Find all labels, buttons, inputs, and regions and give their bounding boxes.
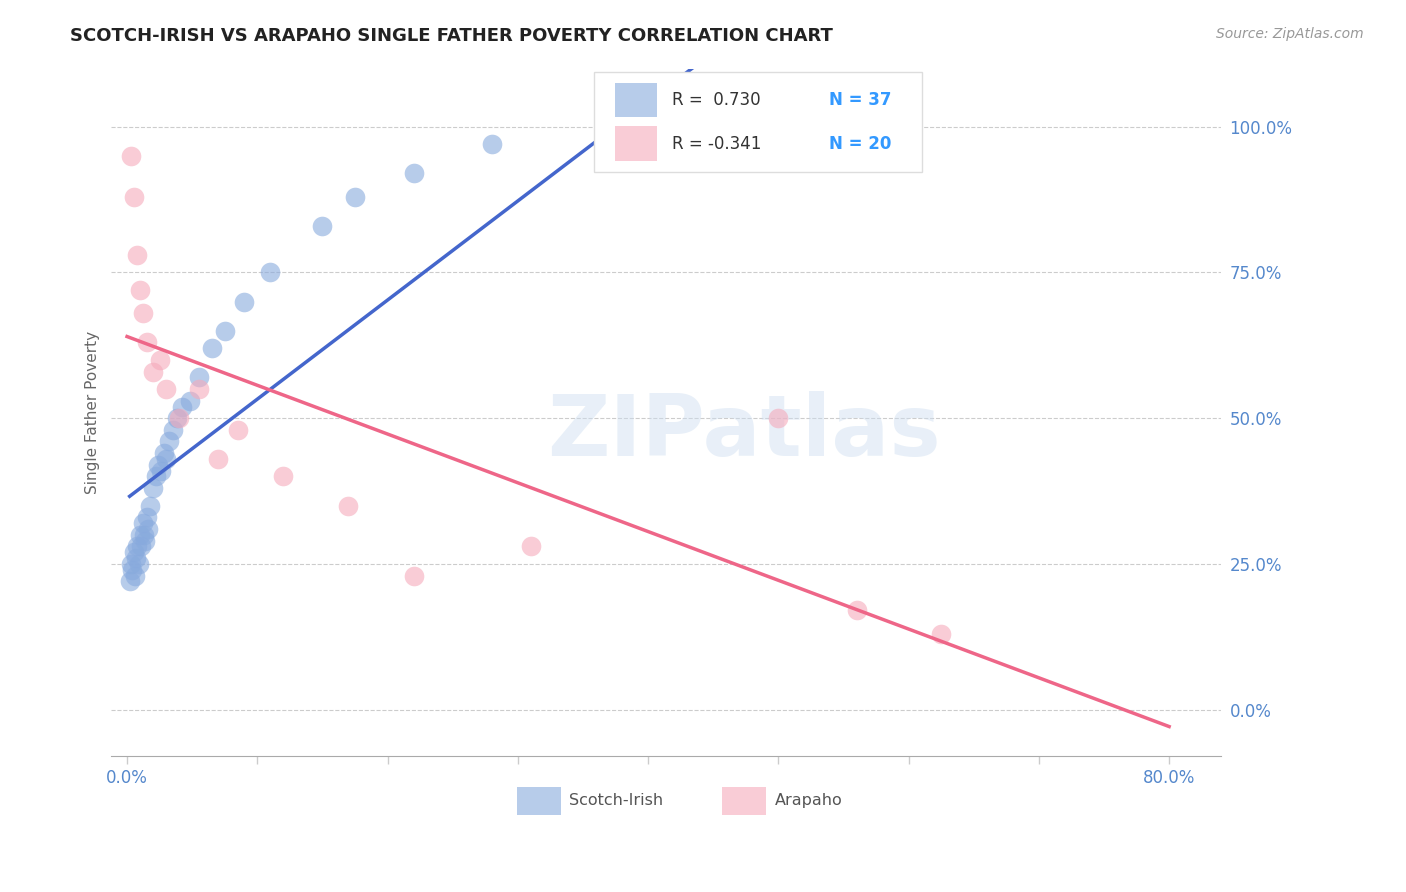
Text: Source: ZipAtlas.com: Source: ZipAtlas.com <box>1216 27 1364 41</box>
Point <box>127 248 149 262</box>
Point <box>155 382 177 396</box>
Point <box>120 149 142 163</box>
Point <box>157 434 180 449</box>
Bar <box>516 787 561 814</box>
Point <box>233 294 256 309</box>
Point <box>929 627 952 641</box>
Point <box>135 335 157 350</box>
Text: Scotch-Irish: Scotch-Irish <box>568 793 662 808</box>
Point <box>402 166 425 180</box>
Point <box>214 324 236 338</box>
Point <box>402 568 425 582</box>
Point <box>259 265 281 279</box>
Point <box>122 545 145 559</box>
Text: SCOTCH-IRISH VS ARAPAHO SINGLE FATHER POVERTY CORRELATION CHART: SCOTCH-IRISH VS ARAPAHO SINGLE FATHER PO… <box>70 27 834 45</box>
Bar <box>616 127 658 161</box>
Point <box>118 574 141 589</box>
Point <box>131 540 153 554</box>
Point <box>149 464 172 478</box>
Point <box>129 283 152 297</box>
Point <box>155 452 177 467</box>
Point <box>131 516 153 530</box>
Text: ZIPatlas: ZIPatlas <box>547 392 941 475</box>
Point <box>179 393 201 408</box>
Point <box>226 423 249 437</box>
Point <box>273 469 295 483</box>
Point <box>149 352 172 367</box>
Text: N = 37: N = 37 <box>830 91 891 109</box>
Text: N = 20: N = 20 <box>830 135 891 153</box>
Point <box>128 557 150 571</box>
Point <box>167 411 190 425</box>
Point <box>134 533 156 548</box>
Point <box>131 306 153 320</box>
Point <box>136 522 159 536</box>
Bar <box>721 787 766 814</box>
Point <box>311 219 333 233</box>
Point <box>207 452 229 467</box>
Point <box>520 540 543 554</box>
Point <box>170 400 193 414</box>
Point <box>142 481 165 495</box>
Bar <box>616 83 658 117</box>
Point <box>148 458 170 472</box>
Point <box>337 499 360 513</box>
Point <box>132 527 155 541</box>
Point <box>162 423 184 437</box>
Point <box>343 190 366 204</box>
Point <box>845 603 868 617</box>
Point <box>122 190 145 204</box>
Point <box>121 563 143 577</box>
Point <box>135 510 157 524</box>
Point <box>768 411 790 425</box>
Text: R = -0.341: R = -0.341 <box>672 135 761 153</box>
Point <box>124 568 146 582</box>
Point <box>139 499 162 513</box>
Point <box>145 469 167 483</box>
Point <box>129 527 152 541</box>
Point <box>884 120 907 134</box>
Point <box>166 411 188 425</box>
Text: R =  0.730: R = 0.730 <box>672 91 761 109</box>
Point <box>481 137 503 152</box>
Text: Arapaho: Arapaho <box>775 793 842 808</box>
Point <box>152 446 174 460</box>
Point <box>125 551 148 566</box>
Y-axis label: Single Father Poverty: Single Father Poverty <box>86 331 100 494</box>
Point <box>142 365 165 379</box>
Point <box>201 341 224 355</box>
FancyBboxPatch shape <box>595 72 921 171</box>
Point <box>127 540 149 554</box>
Point <box>187 382 209 396</box>
Point <box>187 370 209 384</box>
Point <box>120 557 142 571</box>
